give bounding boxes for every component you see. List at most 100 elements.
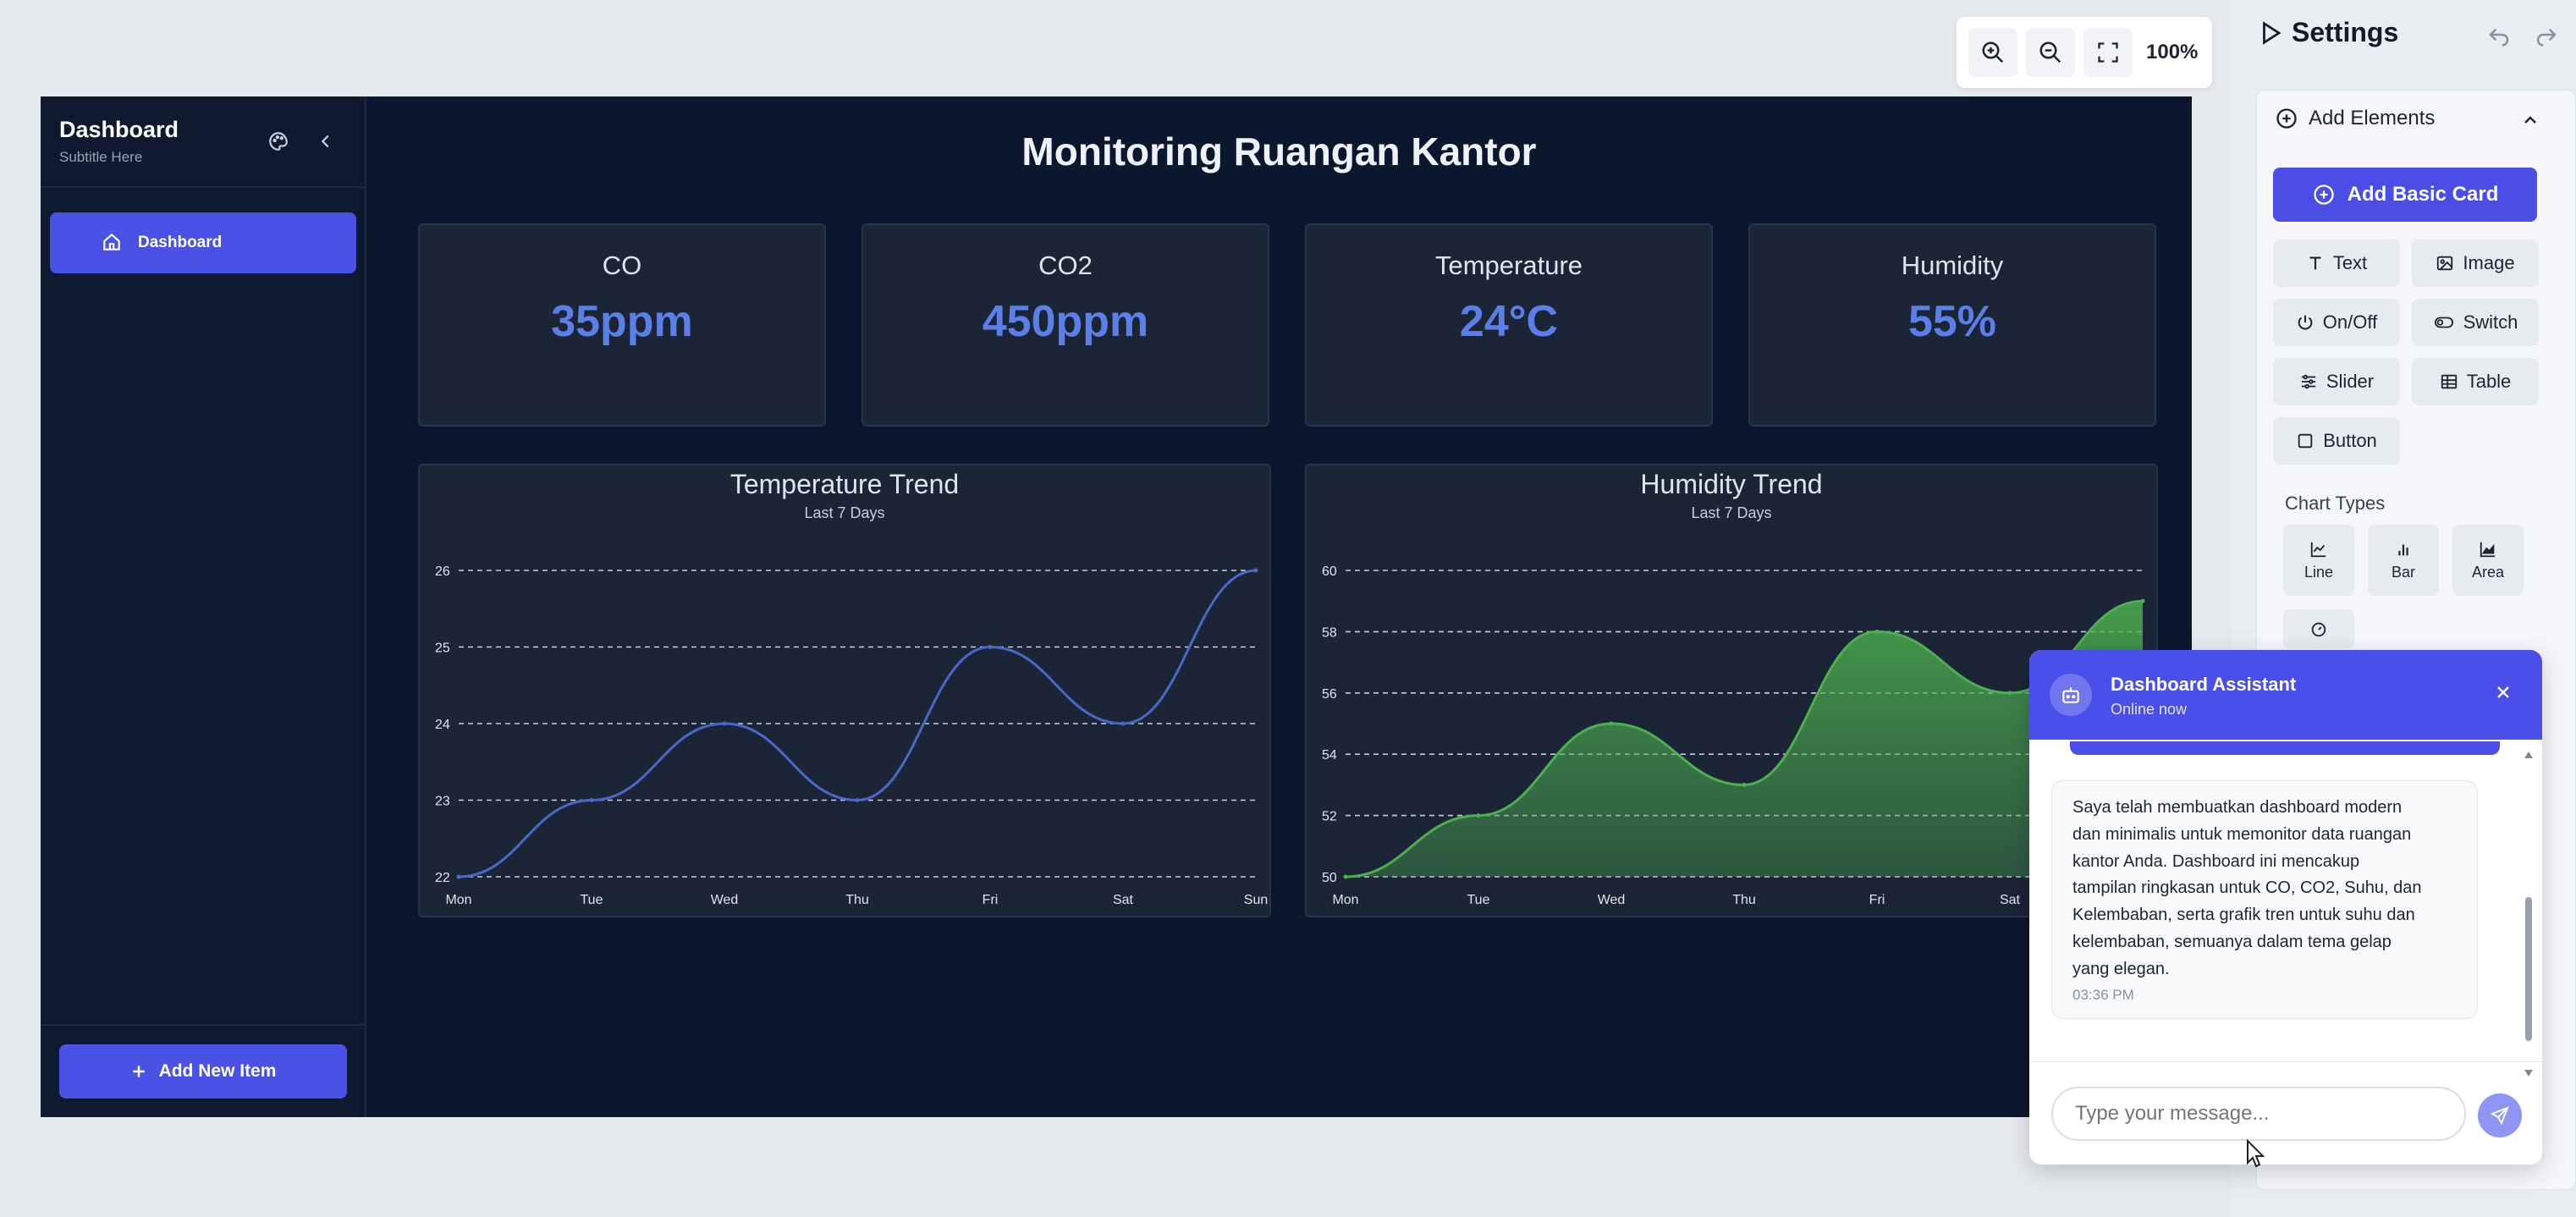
square-icon xyxy=(2298,433,2313,449)
stat-label: Humidity xyxy=(1901,251,2004,280)
close-icon[interactable] xyxy=(2493,682,2513,702)
dashboard-canvas: Dashboard Subtitle Here Dashboard Add Ne… xyxy=(41,96,2192,1117)
y-tick-label: 22 xyxy=(435,871,450,885)
chart-title: Humidity Trend xyxy=(1640,469,1823,499)
element-image-button[interactable]: Image xyxy=(2412,240,2539,287)
chat-header xyxy=(2029,650,2542,740)
settings-header: Settings xyxy=(2258,17,2398,48)
y-tick-label: 58 xyxy=(1322,625,1337,640)
chart-subtitle: Last 7 Days xyxy=(1691,504,1772,521)
humidity-chart-svg: 505254565860MonTueWedThuFriSatSun xyxy=(1322,564,2155,907)
sidebar-item-dashboard[interactable]: Dashboard xyxy=(50,212,356,273)
data-point xyxy=(1874,629,1880,634)
redo-icon[interactable] xyxy=(2534,22,2559,47)
fullscreen-icon xyxy=(2098,42,2118,63)
element-table-button[interactable]: Table xyxy=(2412,358,2539,405)
stat-value: 55% xyxy=(1907,297,1997,346)
stat-card-co2: CO2 450ppm xyxy=(861,223,1269,427)
chart-type-gauge-button[interactable] xyxy=(2283,609,2354,648)
element-switch-button[interactable]: Switch xyxy=(2412,299,2539,346)
element-label: Switch xyxy=(2463,311,2518,333)
x-tick-label: Mon xyxy=(1332,893,1358,907)
y-tick-label: 26 xyxy=(435,564,450,579)
plus-circle-icon xyxy=(2276,108,2297,129)
sidebar-divider-bottom xyxy=(41,1024,366,1026)
chat-assistant-name: Dashboard Assistant xyxy=(2111,674,2297,695)
data-point xyxy=(1609,721,1614,726)
chevron-up-icon[interactable] xyxy=(2520,110,2540,130)
add-basic-card-label: Add Basic Card xyxy=(2347,183,2499,206)
mouse-cursor-icon xyxy=(2247,1139,2265,1168)
y-tick-label: 60 xyxy=(1322,564,1337,579)
bar-chart-icon xyxy=(2398,544,2408,555)
element-label: Slider xyxy=(2326,371,2375,392)
table-icon xyxy=(2441,374,2457,389)
data-point xyxy=(1120,721,1126,726)
fullscreen-button[interactable] xyxy=(2083,28,2133,77)
data-point xyxy=(722,721,727,726)
element-label: Text xyxy=(2332,252,2368,273)
bot-avatar xyxy=(2050,674,2092,716)
data-point xyxy=(855,798,860,802)
chart-type-label: Line xyxy=(2304,563,2334,581)
stat-value: 35ppm xyxy=(551,297,693,346)
data-point xyxy=(1476,813,1481,818)
zoom-out-button[interactable] xyxy=(2026,28,2075,77)
gauge-icon xyxy=(2311,622,2326,637)
element-button-button[interactable]: Button xyxy=(2273,417,2400,465)
dashboard-title: Monitoring Ruangan Kantor xyxy=(1021,129,1537,173)
data-point xyxy=(1253,568,1258,573)
add-new-item-label: Add New Item xyxy=(158,1061,277,1081)
add-elements-section-header[interactable]: Add Elements xyxy=(2275,107,2435,130)
stat-value: 24°C xyxy=(1459,297,1559,346)
temperature-chart-svg: 22 23 24 25 26 Mon Tue Wed Thu Fri Sat Sun xyxy=(435,564,1268,907)
data-point xyxy=(2140,598,2145,603)
x-tick-label: Fri xyxy=(983,893,999,907)
y-tick-label: 54 xyxy=(1322,748,1337,763)
palette-icon[interactable] xyxy=(267,130,289,152)
zoom-level: 100% xyxy=(2146,41,2199,63)
chart-type-area-button[interactable]: Area xyxy=(2452,525,2524,596)
power-icon xyxy=(2298,315,2313,330)
zoom-in-button[interactable] xyxy=(1968,28,2017,77)
chat-message-input[interactable] xyxy=(2051,1087,2466,1141)
collapse-sidebar-icon[interactable] xyxy=(316,132,335,151)
element-label: Image xyxy=(2463,252,2515,273)
stat-card-temperature: Temperature 24°C xyxy=(1305,223,1713,427)
send-icon xyxy=(2490,1106,2509,1126)
chat-assistant-window: Dashboard Assistant Online now Saya tela… xyxy=(2029,650,2542,1165)
chat-divider xyxy=(2029,1061,2542,1062)
x-tick-label: Tue xyxy=(581,893,603,907)
add-new-item-button[interactable]: Add New Item xyxy=(59,1044,347,1099)
chart-type-bar-button[interactable]: Bar xyxy=(2368,525,2439,596)
send-button[interactable] xyxy=(2478,1093,2522,1137)
play-icon xyxy=(2263,20,2282,45)
y-tick-label: 24 xyxy=(435,718,450,732)
add-elements-label: Add Elements xyxy=(2309,107,2436,129)
undo-icon[interactable] xyxy=(2486,22,2512,47)
sidebar-title: Dashboard xyxy=(59,117,179,142)
x-tick-label: Mon xyxy=(445,893,471,907)
element-slider-button[interactable]: Slider xyxy=(2273,358,2400,405)
stat-card-humidity: Humidity 55% xyxy=(1748,223,2156,427)
sidebar-subtitle: Subtitle Here xyxy=(59,149,143,165)
chart-title: Temperature Trend xyxy=(729,469,960,499)
element-text-button[interactable]: Text xyxy=(2273,240,2400,287)
previous-message-bubble xyxy=(2070,741,2500,755)
add-basic-card-button[interactable]: Add Basic Card xyxy=(2273,168,2537,222)
data-point xyxy=(988,645,993,649)
stat-label: CO xyxy=(602,251,642,280)
stat-label: CO2 xyxy=(1038,251,1093,280)
sliders-icon xyxy=(2301,374,2316,389)
chat-scrollbar[interactable] xyxy=(2522,745,2535,1083)
x-tick-label: Wed xyxy=(1598,893,1626,907)
chart-type-line-button[interactable]: Line xyxy=(2283,525,2354,596)
text-icon xyxy=(2309,256,2321,270)
chart-types-title: Chart Types xyxy=(2285,493,2386,514)
element-label: On/Off xyxy=(2322,311,2378,333)
area-fill xyxy=(1346,601,2143,877)
element-onoff-button[interactable]: On/Off xyxy=(2273,299,2400,346)
data-point xyxy=(589,798,594,802)
stat-card-co: CO 35ppm xyxy=(418,223,826,427)
chat-status: Online now xyxy=(2111,701,2188,718)
